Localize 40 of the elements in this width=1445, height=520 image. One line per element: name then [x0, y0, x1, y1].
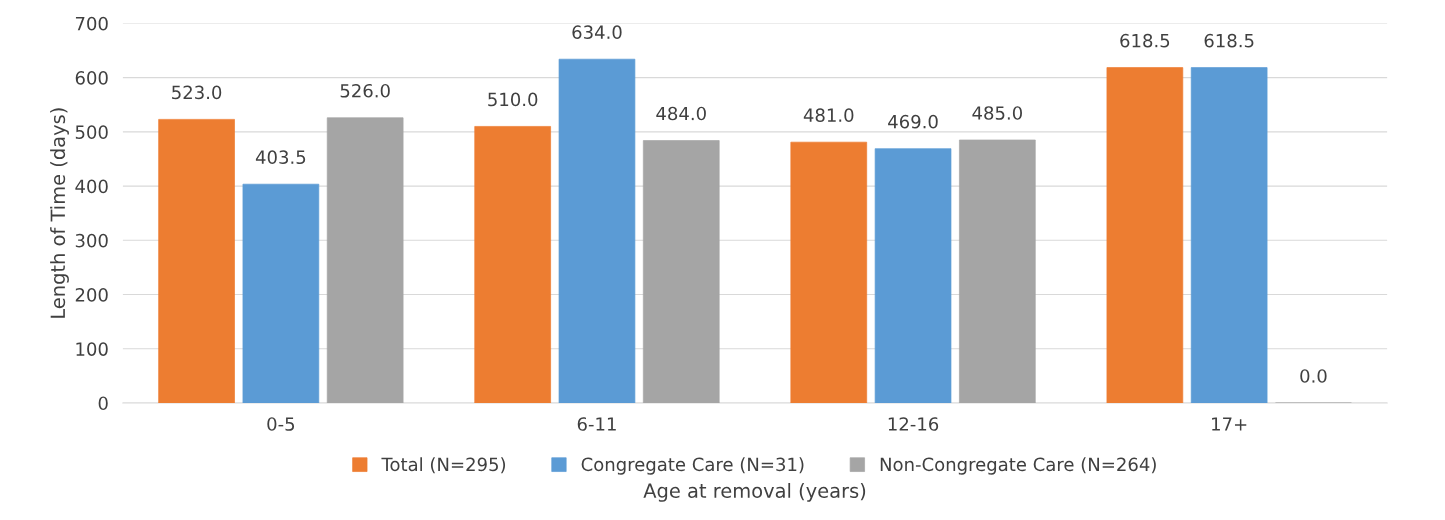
bar [326, 117, 404, 403]
data-label: 0.0 [1300, 369, 1327, 383]
data-label: 485.0 [972, 106, 1022, 120]
data-label: 469.0 [888, 114, 938, 129]
data-label: 484.0 [656, 106, 706, 121]
data-label: 403.5 [255, 150, 306, 165]
bar [874, 148, 952, 403]
bar [158, 119, 235, 403]
bar [1190, 67, 1268, 403]
x-tick-label: 17+ [1212, 417, 1247, 431]
bar [474, 126, 551, 403]
legend-label: Congregate Care (N=31) [581, 457, 804, 475]
bar [642, 140, 720, 403]
legend-label: Non-Congregate Care (N=264) [880, 457, 1156, 475]
y-tick-label: 700 [75, 16, 108, 31]
data-label: 523.0 [172, 85, 222, 100]
bar [1106, 67, 1184, 403]
x-tick-label: 6-11 [577, 417, 616, 431]
y-tick-label: 500 [75, 125, 108, 139]
bar [242, 183, 320, 403]
x-tick-label: 12-16 [888, 417, 939, 431]
y-tick-label: 100 [76, 342, 108, 356]
data-label: 526.0 [340, 83, 390, 98]
y-tick-label: 600 [75, 71, 108, 85]
bar [790, 141, 868, 403]
data-label: 634.0 [572, 25, 622, 40]
y-tick-label: 200 [75, 288, 108, 302]
bar [558, 58, 636, 403]
bar [959, 139, 1036, 403]
data-label: 618.5 [1120, 33, 1170, 48]
data-label: 481.0 [803, 108, 854, 122]
y-axis-title: Length of Time (days) [50, 108, 69, 318]
data-label: 618.5 [1204, 33, 1254, 48]
y-tick-label: 300 [75, 233, 108, 248]
x-tick-label: 0-5 [267, 417, 295, 431]
y-tick-label: 0 [98, 396, 108, 411]
data-label: 510.0 [488, 92, 538, 107]
x-axis-title: Age at removal (years) [643, 482, 866, 502]
y-tick-label: 400 [75, 179, 108, 194]
legend-label: Total (N=295) [381, 457, 506, 474]
